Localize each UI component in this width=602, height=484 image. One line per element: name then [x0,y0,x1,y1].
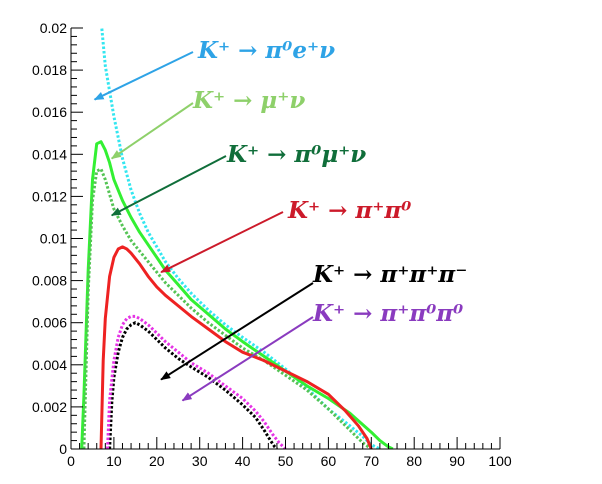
x-tick-label: 10 [106,453,122,469]
y-tick-label: 0.004 [32,357,67,373]
x-tick-label: 70 [364,453,380,469]
series-line-5 [108,321,278,449]
annotation-arrow-2 [110,102,194,160]
y-tick-label: 0.008 [32,273,67,289]
y-tick-label: 0.02 [40,20,67,36]
x-tick-label: 0 [67,453,75,469]
y-tick-label: 0 [59,441,67,457]
series-line-4 [99,245,373,449]
annotation-label-5: K⁺ → π⁺π⁺π⁻ [312,261,467,288]
x-tick-label: 90 [449,453,465,469]
annotation-arrow-6 [181,316,314,402]
y-axis-ticks: 0 0.002 0.004 0.006 0.008 0.01 0.012 0.014 0.016… [32,20,83,457]
annotation-arrow-3 [110,155,227,217]
annotation-label-6: K⁺ → π⁺π⁰π⁰ [312,300,463,327]
y-tick-label: 0.006 [32,315,67,331]
annotations-layer: K⁺ → π⁰e⁺ν K⁺ → μ⁺ν K⁺ → π⁰μ⁺ν K⁺ → π⁺π⁰ K⁺ … [93,37,467,402]
annotation-arrow-4 [160,211,284,274]
y-tick-label: 0.002 [32,399,67,415]
x-axis-ticks: 0 10 20 30 40 50 60 70 80 90 100 [67,437,512,469]
series-line-3 [82,167,373,449]
annotation-label-3: K⁺ → π⁰μ⁺ν [226,141,366,168]
x-tick-label: 80 [406,453,422,469]
annotation-label-4: K⁺ → π⁺π⁰ [287,197,411,224]
y-tick-label: 0.01 [40,231,67,247]
x-tick-label: 100 [488,453,512,469]
y-tick-label: 0.016 [32,104,67,120]
series-line-6 [106,314,287,449]
x-tick-label: 40 [235,453,251,469]
annotation-label-1: K⁺ → π⁰e⁺ν [197,37,335,64]
x-tick-label: 60 [321,453,337,469]
y-tick-label: 0.012 [32,188,67,204]
x-tick-label: 50 [278,453,294,469]
annotation-label-2: K⁺ → μ⁺ν [192,87,305,114]
x-tick-label: 30 [192,453,208,469]
series-line-1 [100,28,381,449]
y-tick-label: 0.018 [32,62,67,78]
annotation-arrow-1 [93,51,194,101]
axes: 0 10 20 30 40 50 60 70 80 90 100 00.0020.0040.0060… [32,20,512,469]
annotation-arrow-5 [160,282,314,381]
y-tick-label: 0.014 [32,146,67,162]
x-tick-label: 20 [149,453,165,469]
series-line-2 [80,140,394,449]
